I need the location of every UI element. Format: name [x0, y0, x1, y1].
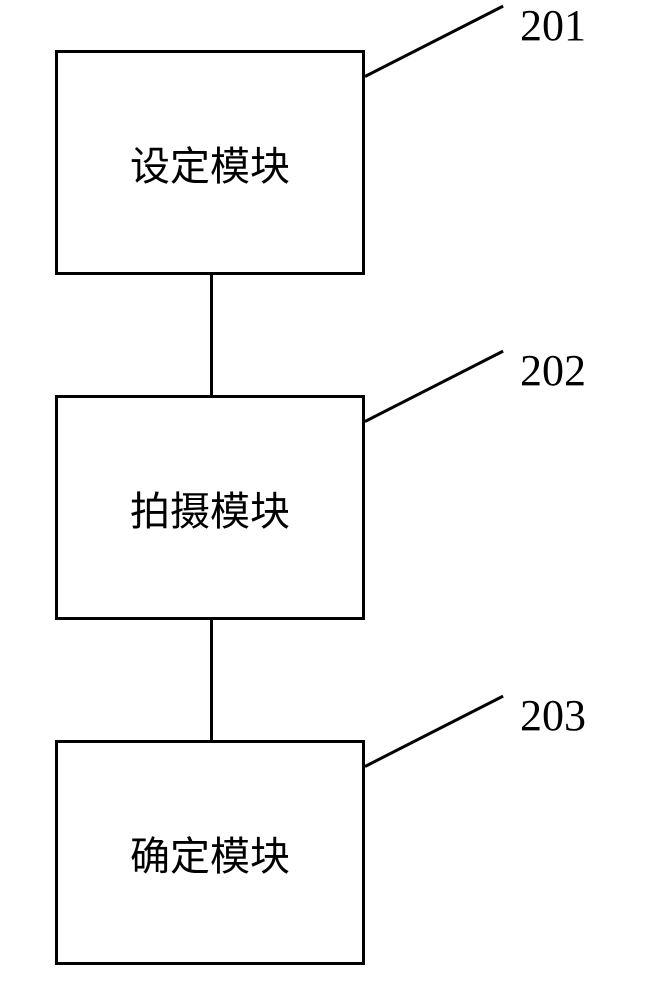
label-line-203: [364, 695, 503, 768]
flowchart-diagram: 设定模块 拍摄模块 确定模块 201 202 203: [0, 0, 651, 1000]
node-label: 拍摄模块: [130, 479, 290, 537]
node-label: 确定模块: [130, 824, 290, 882]
node-determine-module: 确定模块: [55, 740, 365, 965]
label-line-201: [364, 5, 503, 78]
node-label: 设定模块: [130, 134, 290, 192]
ref-number-201: 201: [520, 0, 586, 51]
ref-number-202: 202: [520, 345, 586, 396]
node-capture-module: 拍摄模块: [55, 395, 365, 620]
connector-2-3: [210, 620, 213, 740]
ref-number-203: 203: [520, 690, 586, 741]
connector-1-2: [210, 275, 213, 395]
label-line-202: [364, 350, 503, 423]
node-setting-module: 设定模块: [55, 50, 365, 275]
